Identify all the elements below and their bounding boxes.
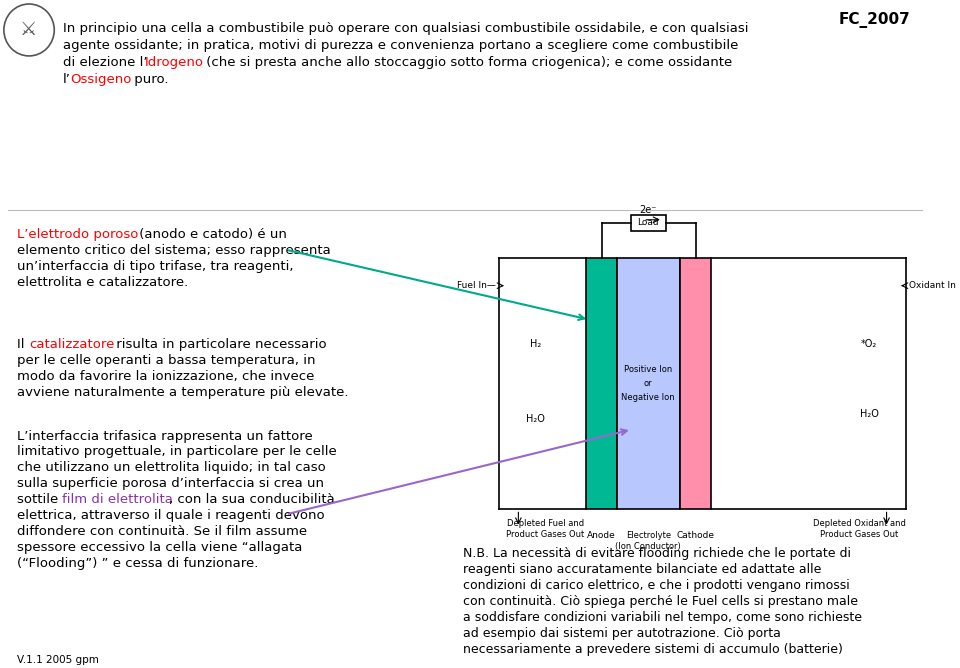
Text: In principio una cella a combustibile può operare con qualsiasi combustibile oss: In principio una cella a combustibile pu… [63, 22, 749, 35]
Text: risulta in particolare necessario: risulta in particolare necessario [111, 337, 326, 351]
Text: H₂O: H₂O [526, 413, 545, 424]
Text: Cathode: Cathode [677, 532, 714, 540]
Text: L’elettrodo poroso: L’elettrodo poroso [17, 228, 139, 240]
Text: un’interfaccia di tipo trifase, tra reagenti,: un’interfaccia di tipo trifase, tra reag… [17, 260, 294, 273]
Text: elettrolita e catalizzatore.: elettrolita e catalizzatore. [17, 276, 189, 289]
Text: necessariamente a prevedere sistemi di accumulo (batterie): necessariamente a prevedere sistemi di a… [463, 643, 843, 656]
Text: ad esempio dai sistemi per autotrazione. Ciò porta: ad esempio dai sistemi per autotrazione.… [463, 627, 781, 641]
Text: elemento critico del sistema; esso rappresenta: elemento critico del sistema; esso rappr… [17, 244, 331, 257]
Bar [631, 214, 665, 230]
Text: elettrica, attraverso il quale i reagenti devono: elettrica, attraverso il quale i reagent… [17, 510, 325, 522]
Text: diffondere con continuità. Se il film assume: diffondere con continuità. Se il film as… [17, 526, 307, 538]
Text: con continuità. Ciò spiega perché le Fuel cells si prestano male: con continuità. Ciò spiega perché le Fue… [463, 595, 858, 609]
Text: (che si presta anche allo stoccaggio sotto forma criogenica); e come ossidante: (che si presta anche allo stoccaggio sot… [202, 56, 732, 69]
Text: Electrolyte
(Ion Conductor): Electrolyte (Ion Conductor) [615, 532, 681, 551]
Bar [681, 258, 711, 510]
Text: *O₂: *O₂ [861, 339, 877, 349]
Text: Fuel In—: Fuel In— [457, 281, 496, 290]
Text: FC_2007: FC_2007 [839, 12, 911, 28]
Text: Depleted Fuel and
Product Gases Out: Depleted Fuel and Product Gases Out [506, 520, 585, 539]
Text: film di elettrolita: film di elettrolita [61, 494, 173, 506]
Text: Negative Ion: Negative Ion [621, 393, 675, 402]
Text: l’: l’ [63, 73, 71, 86]
Text: (“Flooding”) ” e cessa di funzionare.: (“Flooding”) ” e cessa di funzionare. [17, 557, 259, 570]
Text: avviene naturalmente a temperature più elevate.: avviene naturalmente a temperature più e… [17, 385, 348, 399]
Text: (anodo e catodo) é un: (anodo e catodo) é un [135, 228, 287, 240]
Text: limitativo progettuale, in particolare per le celle: limitativo progettuale, in particolare p… [17, 446, 337, 458]
Text: or: or [644, 379, 653, 388]
Text: N.B. La necessità di evitare flooding richiede che le portate di: N.B. La necessità di evitare flooding ri… [463, 547, 852, 560]
Text: sulla superficie porosa d’interfaccia si crea un: sulla superficie porosa d’interfaccia si… [17, 478, 324, 490]
Text: che utilizzano un elettrolita liquido; in tal caso: che utilizzano un elettrolita liquido; i… [17, 462, 326, 474]
Text: sottile: sottile [17, 494, 63, 506]
Bar [617, 258, 681, 510]
Text: 2e⁻: 2e⁻ [639, 205, 657, 214]
Text: Oxidant In: Oxidant In [909, 281, 956, 290]
Text: a soddisfare condizioni variabili nel tempo, come sono richieste: a soddisfare condizioni variabili nel te… [463, 611, 862, 625]
Text: Idrogeno: Idrogeno [145, 56, 204, 69]
Text: modo da favorire la ionizzazione, che invece: modo da favorire la ionizzazione, che in… [17, 369, 315, 383]
Text: catalizzatore: catalizzatore [29, 337, 114, 351]
Text: condizioni di carico elettrico, e che i prodotti vengano rimossi: condizioni di carico elettrico, e che i … [463, 579, 850, 593]
Text: H₂O: H₂O [860, 409, 878, 419]
Text: , con la sua conducibilità: , con la sua conducibilità [169, 494, 335, 506]
Text: Depleted Oxidant and
Product Gases Out: Depleted Oxidant and Product Gases Out [813, 520, 906, 539]
Text: V.1.1 2005 gpm: V.1.1 2005 gpm [17, 655, 99, 665]
Text: Positive Ion: Positive Ion [624, 365, 672, 374]
Text: spessore eccessivo la cella viene “allagata: spessore eccessivo la cella viene “allag… [17, 541, 302, 554]
Text: ⚔️: ⚔️ [20, 21, 37, 39]
Text: L’interfaccia trifasica rappresenta un fattore: L’interfaccia trifasica rappresenta un f… [17, 430, 313, 442]
Text: puro.: puro. [130, 73, 169, 86]
Text: Anode: Anode [588, 532, 616, 540]
Bar [587, 258, 617, 510]
Text: agente ossidante; in pratica, motivi di purezza e convenienza portano a sceglier: agente ossidante; in pratica, motivi di … [63, 39, 738, 52]
Text: Il: Il [17, 337, 29, 351]
Text: Ossigeno: Ossigeno [71, 73, 132, 86]
Text: di elezione l’: di elezione l’ [63, 56, 148, 69]
Text: per le celle operanti a bassa temperatura, in: per le celle operanti a bassa temperatur… [17, 353, 316, 367]
Text: H₂: H₂ [530, 339, 541, 349]
Text: Load: Load [637, 218, 659, 227]
Text: reagenti siano accuratamente bilanciate ed adattate alle: reagenti siano accuratamente bilanciate … [463, 563, 822, 576]
